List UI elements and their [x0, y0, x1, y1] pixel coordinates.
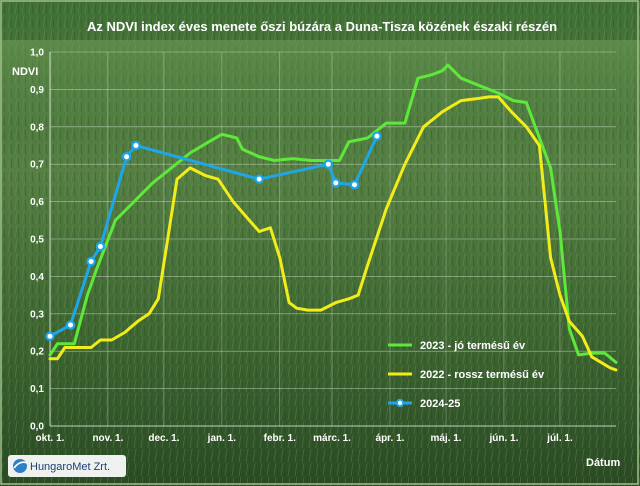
y-tick-label: 0,5 [30, 235, 44, 246]
series-layer [45, 63, 618, 372]
data-point-marker [131, 140, 141, 151]
y-tick-label: 0,0 [30, 422, 44, 433]
data-point-marker [349, 180, 360, 190]
x-axis-label: Dátum [586, 457, 620, 469]
y-tick-labels: 0,0 0,1 0,2 0,3 0,4 0,5 0,6 0,7 0,8 0,9 1,0 [30, 48, 44, 433]
series-line-1 [48, 95, 618, 372]
y-tick-label: 0,3 [30, 309, 44, 320]
y-tick-label: 0,1 [30, 384, 44, 395]
logo-background [8, 455, 126, 477]
logo-swoosh-icon [13, 461, 28, 469]
x-tick-label: jún. 1. [488, 433, 518, 444]
legend-label-2024-25: 2024-25 [420, 398, 460, 410]
logo-text: HungaroMet Zrt. [30, 461, 110, 473]
field-highlight [0, 40, 640, 130]
x-tick-label: dec. 1. [148, 433, 179, 444]
x-tick-label: ápr. 1. [376, 433, 405, 444]
x-tick-label: júl. 1. [546, 433, 573, 444]
grid-lines [49, 51, 616, 427]
data-point-marker [86, 256, 96, 267]
data-point-marker [323, 159, 334, 169]
x-tick-label: máj. 1. [430, 433, 461, 444]
y-tick-label: 0,7 [30, 160, 44, 171]
y-tick-label: 0,4 [30, 272, 44, 283]
y-tick-label: 0,2 [30, 347, 44, 358]
data-point-marker [121, 152, 132, 162]
data-point-marker [45, 331, 55, 341]
legend-marker-2024-25 [395, 398, 405, 408]
legend-label-2023: 2023 - jó termésű év [420, 340, 526, 352]
x-tick-label: jan. 1. [207, 433, 237, 444]
y-tick-label: 0,6 [30, 197, 44, 208]
x-tick-label: febr. 1. [264, 433, 296, 444]
x-tick-label: nov. 1. [92, 433, 123, 444]
data-point-marker [372, 131, 382, 141]
y-tick-label: 0,9 [30, 85, 44, 96]
x-tick-label: okt. 1. [36, 433, 65, 444]
x-tick-label: márc. 1. [313, 433, 351, 444]
legend: 2023 - jó termésű év 2022 - rossz termés… [388, 340, 545, 410]
y-tick-label: 0,8 [30, 122, 44, 133]
data-point-marker [331, 178, 341, 188]
y-tick-label: 1,0 [30, 48, 44, 59]
data-point-marker [65, 320, 76, 330]
data-point-marker [254, 174, 264, 184]
y-axis-label: NDVI [12, 66, 38, 78]
x-tick-labels: okt. 1. nov. 1. dec. 1. jan. 1. febr. 1. márc… [36, 433, 573, 444]
hungaromet-logo: HungaroMet Zrt. [8, 455, 126, 477]
data-point-marker [95, 241, 106, 252]
series-line-0 [48, 63, 618, 364]
legend-label-2022: 2022 - rossz termésű év [420, 369, 545, 381]
chart-title: Az NDVI index éves menete őszi búzára a … [87, 19, 557, 34]
